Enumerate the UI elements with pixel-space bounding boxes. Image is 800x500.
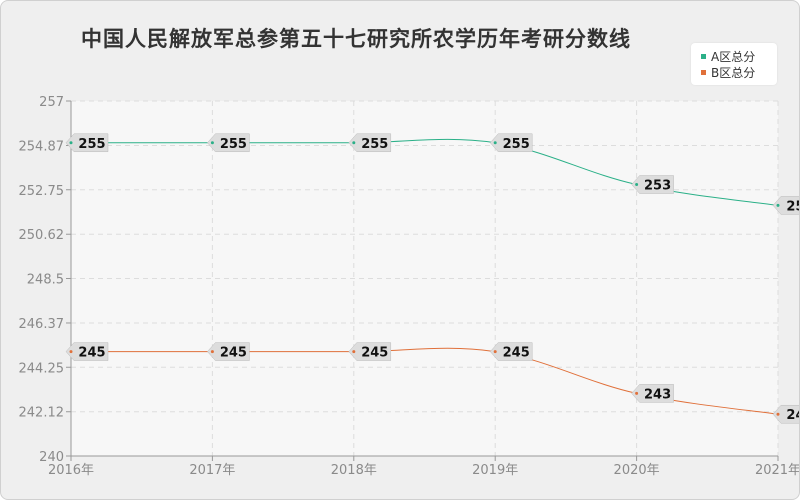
legend[interactable]: A区总分 B区总分 <box>691 43 777 85</box>
legend-swatch-a <box>701 54 706 59</box>
y-tick-label: 246.37 <box>19 317 65 332</box>
data-label: 255 <box>220 137 247 152</box>
data-label-box <box>489 342 533 361</box>
data-point <box>210 141 214 145</box>
data-point <box>493 141 497 145</box>
y-tick-label: 254.87 <box>19 139 65 154</box>
data-label-box <box>772 404 799 424</box>
data-label-box <box>348 342 392 361</box>
data-point <box>69 350 73 354</box>
data-point <box>352 141 356 145</box>
data-label: 255 <box>78 137 105 152</box>
data-label-box <box>772 196 799 215</box>
y-tick-label: 242.12 <box>19 406 65 421</box>
x-tick-label: 2016年 <box>48 463 94 478</box>
data-label: 245 <box>361 346 388 361</box>
data-label-box <box>207 342 250 361</box>
data-point <box>352 350 356 354</box>
data-label: 243 <box>644 387 671 402</box>
data-point <box>635 391 639 395</box>
data-label-box <box>65 133 109 153</box>
legend-item-b[interactable]: B区总分 <box>701 65 755 81</box>
data-label: 245 <box>503 346 530 361</box>
legend-label-b: B区总分 <box>711 66 756 80</box>
y-tick-label: 240 <box>39 450 64 465</box>
x-tick-label: 2020年 <box>614 463 660 478</box>
y-tick-label: 257 <box>39 95 64 110</box>
x-tick-label: 2021年 <box>755 463 800 478</box>
data-label: 242 <box>786 408 800 423</box>
data-label: 245 <box>220 346 247 361</box>
legend-label-a: A区总分 <box>711 50 756 64</box>
y-tick-label: 244.25 <box>19 361 65 376</box>
data-label: 245 <box>78 346 105 361</box>
data-point <box>635 183 639 187</box>
y-tick-label: 250.62 <box>19 228 65 243</box>
data-label-box <box>207 133 250 153</box>
y-tick-label: 248.5 <box>27 273 64 288</box>
data-point <box>776 203 780 207</box>
chart-title: 中国人民解放军总参第五十七研究所农学历年考研分数线 <box>81 27 631 51</box>
x-tick-label: 2019年 <box>472 463 518 478</box>
data-label-box <box>348 133 392 153</box>
legend-item-a[interactable]: A区总分 <box>701 49 755 65</box>
x-tick-label: 2018年 <box>331 463 377 478</box>
y-tick-label: 252.75 <box>19 184 65 199</box>
legend-swatch-b <box>701 70 706 75</box>
data-point <box>210 350 214 354</box>
data-label-box <box>65 342 109 361</box>
data-label: 252 <box>786 199 800 214</box>
data-label-box <box>489 133 533 153</box>
x-tick-label: 2017年 <box>189 463 235 478</box>
data-point <box>493 350 497 354</box>
data-label-box <box>631 384 674 403</box>
data-label-box <box>631 175 674 194</box>
data-point <box>69 141 73 145</box>
data-label: 253 <box>644 179 671 194</box>
data-point <box>776 412 780 416</box>
data-label: 255 <box>361 137 388 152</box>
data-label: 255 <box>503 137 530 152</box>
